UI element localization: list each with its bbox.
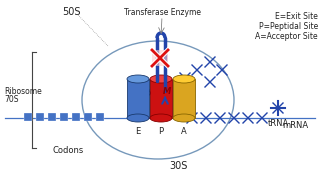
Text: A=Acceptor Site: A=Acceptor Site [255,32,318,41]
Text: P=Peptidal Site: P=Peptidal Site [259,22,318,31]
FancyBboxPatch shape [84,113,92,121]
FancyBboxPatch shape [36,113,44,121]
Bar [150,79,172,118]
Text: 50S: 50S [62,7,81,17]
Bar [127,79,149,118]
Text: P: P [158,127,164,136]
Text: M: M [163,87,171,96]
Text: Codons: Codons [52,146,84,155]
Ellipse shape [173,114,195,122]
Text: E: E [135,127,140,136]
Text: Transferase Enzyme: Transferase Enzyme [124,8,201,17]
Text: tRNA: tRNA [268,119,289,128]
Ellipse shape [173,75,195,83]
Ellipse shape [150,114,172,122]
FancyBboxPatch shape [72,113,80,121]
FancyBboxPatch shape [60,113,68,121]
FancyBboxPatch shape [152,50,168,66]
Text: E=Exit Site: E=Exit Site [275,12,318,21]
Ellipse shape [127,75,149,83]
FancyBboxPatch shape [48,113,56,121]
FancyBboxPatch shape [96,113,104,121]
Ellipse shape [150,75,172,83]
FancyBboxPatch shape [24,113,32,121]
Bar [173,79,195,118]
Text: Ribosome: Ribosome [4,87,42,96]
Text: mRNA: mRNA [282,121,308,130]
Text: A: A [181,127,187,136]
Text: 30S: 30S [169,161,187,171]
Ellipse shape [127,114,149,122]
Text: 70S: 70S [4,96,19,105]
